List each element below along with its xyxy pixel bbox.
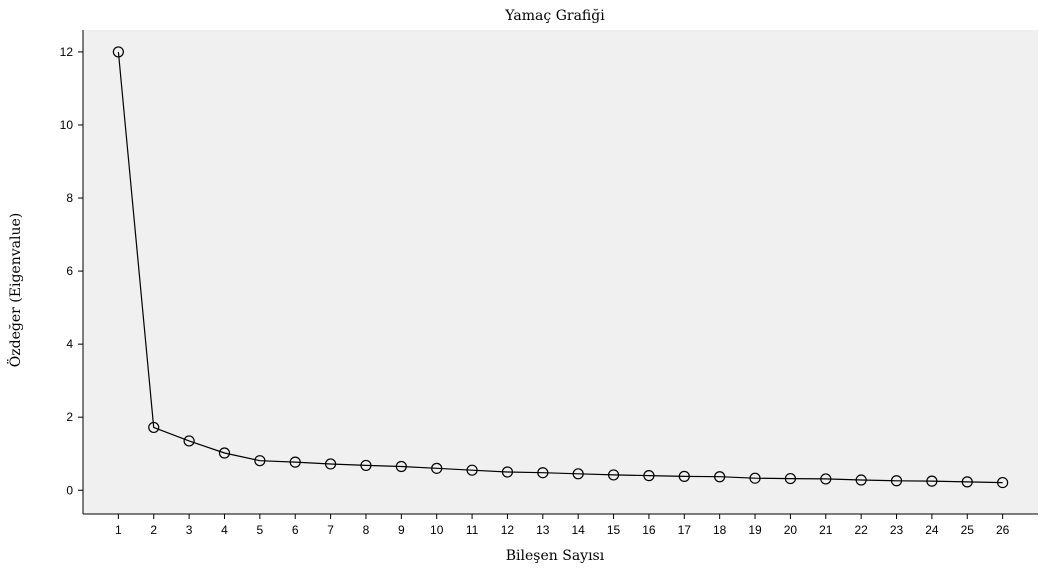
series-polyline (117, 51, 1003, 484)
y-tick-label: 2 (66, 410, 73, 424)
data-point (360, 459, 372, 472)
data-point (324, 458, 337, 470)
y-tick-label: 8 (66, 191, 73, 205)
x-tick-label: 12 (501, 523, 515, 537)
y-tick-label: 6 (66, 264, 73, 278)
data-point (926, 475, 938, 487)
x-tick-label: 5 (257, 523, 264, 537)
data-point (254, 455, 266, 467)
plot-area (83, 30, 1038, 514)
data-point (643, 470, 655, 482)
data-point (289, 456, 301, 468)
x-tick-label: 21 (819, 523, 833, 537)
x-tick-label: 11 (466, 523, 479, 537)
x-tick-label: 23 (890, 523, 904, 537)
data-point (820, 473, 832, 485)
x-axis-label: Bileşen Sayısı (506, 548, 605, 564)
x-tick-label: 4 (221, 523, 228, 537)
y-axis-label: Özdeğer (Eigenvalue) (6, 213, 24, 367)
data-point (148, 421, 160, 434)
x-tick-label: 15 (607, 523, 621, 537)
data-point (784, 472, 797, 485)
data-point (112, 46, 124, 58)
x-tick-label: 17 (678, 523, 692, 537)
data-point (997, 476, 1009, 489)
x-tick-label: 18 (713, 523, 727, 537)
data-point (749, 472, 761, 484)
x-tick-label: 10 (430, 523, 444, 537)
data-point (890, 475, 903, 487)
x-tick-label: 8 (363, 523, 370, 537)
y-tick-label: 12 (60, 45, 74, 59)
x-tick-label: 13 (536, 523, 550, 537)
data-point (607, 469, 620, 481)
x-tick-label: 19 (748, 523, 762, 537)
x-tick-label: 25 (961, 523, 975, 537)
data-point (395, 460, 407, 473)
x-tick-label: 20 (784, 523, 798, 537)
data-point (855, 474, 867, 486)
data-point (572, 468, 584, 480)
data-point (678, 470, 690, 482)
x-tick-label: 26 (996, 523, 1010, 537)
data-point (183, 435, 195, 447)
series-line (112, 46, 1009, 489)
data-point (501, 466, 514, 478)
y-tick-label: 4 (66, 337, 73, 351)
data-point (431, 462, 443, 474)
x-tick-label: 9 (398, 523, 405, 537)
y-tick-label: 10 (60, 118, 74, 132)
x-tick-label: 22 (854, 523, 868, 537)
x-tick-label: 24 (925, 523, 939, 537)
chart-title: Yamaç Grafiği (504, 8, 605, 24)
x-tick-label: 7 (327, 523, 334, 537)
x-tick-label: 1 (115, 523, 122, 537)
x-tick-label: 6 (292, 523, 299, 537)
x-tick-label: 2 (150, 523, 157, 537)
data-point (714, 471, 726, 483)
data-point (537, 467, 549, 479)
x-tick-label: 14 (572, 523, 586, 537)
x-tick-label: 3 (186, 523, 193, 537)
data-point (961, 476, 973, 488)
x-tick-label: 16 (642, 523, 656, 537)
data-point (466, 464, 478, 476)
y-tick-label: 0 (66, 483, 73, 497)
data-point (218, 447, 231, 459)
